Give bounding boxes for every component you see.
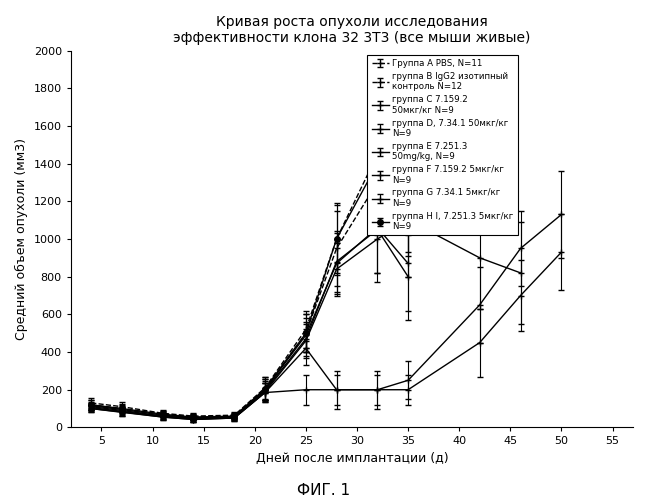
Text: ФИГ. 1: ФИГ. 1 bbox=[297, 483, 351, 498]
X-axis label: Дней после имплантации (д): Дней после имплантации (д) bbox=[255, 452, 448, 465]
Title: Кривая роста опухоли исследования
эффективности клона 32 3Т3 (все мыши живые): Кривая роста опухоли исследования эффект… bbox=[173, 15, 531, 45]
Y-axis label: Средний объем опухоли (мм3): Средний объем опухоли (мм3) bbox=[15, 138, 28, 340]
Legend: Группа A PBS, N=11, группа B IgG2 изотипный
контроль N=12, группа C 7.159.2
50мк: Группа A PBS, N=11, группа B IgG2 изотип… bbox=[367, 55, 518, 236]
